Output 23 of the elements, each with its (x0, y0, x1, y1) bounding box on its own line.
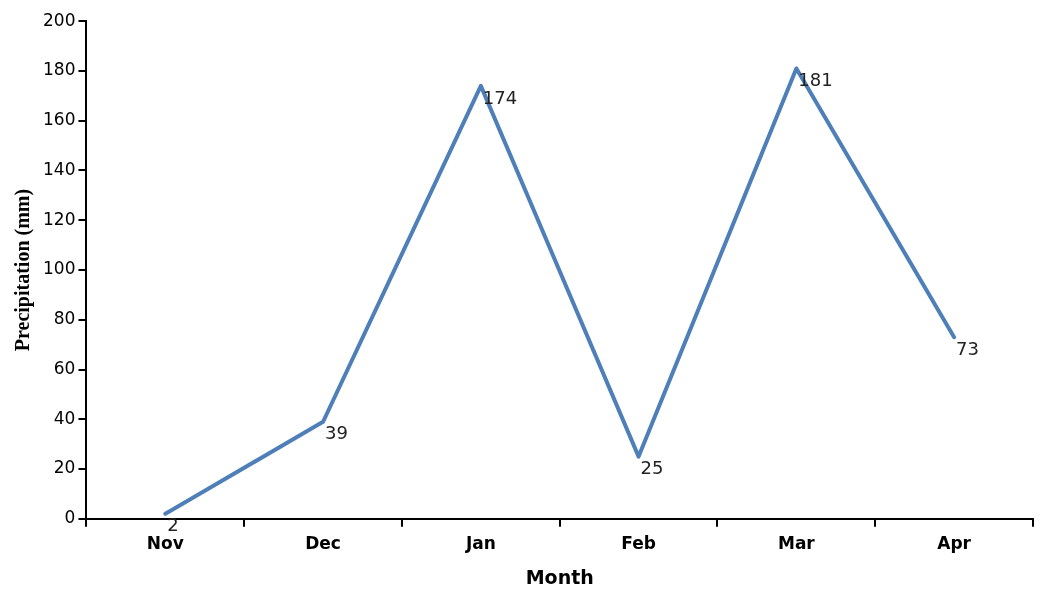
y-tick-label: 200 (42, 9, 76, 30)
y-tick-label: 140 (42, 158, 76, 179)
y-tick-label: 160 (42, 109, 76, 130)
y-tick-label: 180 (42, 59, 76, 80)
y-axis-title: Precipitation (mm) (11, 188, 35, 352)
y-tick-label: 100 (42, 258, 76, 279)
x-tick-label: Jan (464, 533, 496, 554)
x-axis-title: Month (525, 565, 594, 588)
x-tick-label: Apr (937, 533, 972, 554)
y-tick-label: 0 (64, 507, 76, 528)
x-tick-label: Nov (146, 533, 184, 554)
x-tick-label: Feb (621, 533, 656, 554)
x-tick-label: Dec (305, 533, 341, 554)
y-tick-label: 60 (53, 357, 76, 378)
data-label: 2 (167, 514, 179, 536)
y-tick-label: 20 (53, 457, 76, 478)
y-tick-label: 120 (42, 208, 76, 229)
y-tick-label: 80 (53, 308, 76, 329)
data-label: 39 (325, 422, 348, 444)
x-tick-label: Mar (777, 533, 816, 554)
data-label: 73 (956, 337, 980, 359)
y-tick-label: 40 (53, 407, 76, 428)
data-label: 25 (640, 457, 664, 479)
